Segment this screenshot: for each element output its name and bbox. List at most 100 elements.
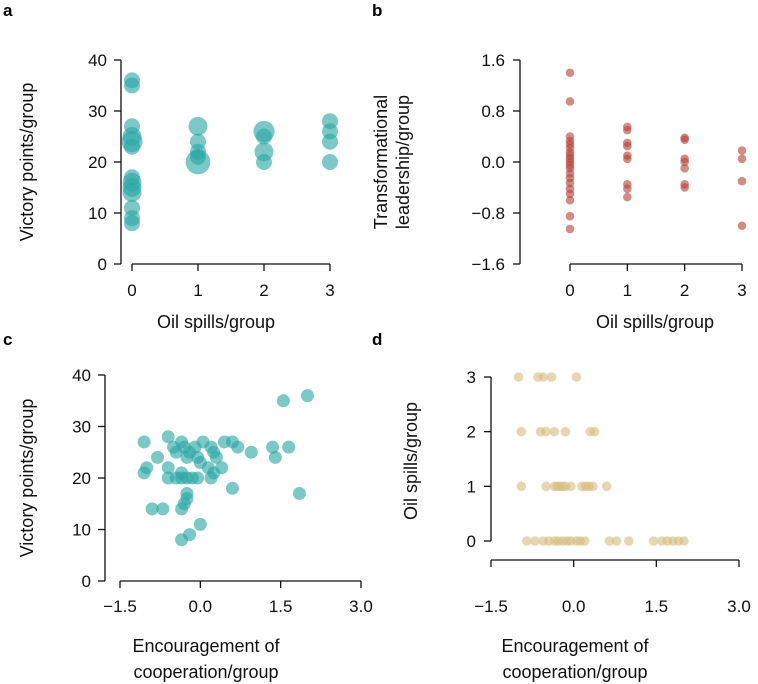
data-point xyxy=(560,426,571,437)
data-point xyxy=(588,481,598,492)
x-tick-label: 2 xyxy=(259,281,268,300)
data-point xyxy=(175,533,189,547)
data-point xyxy=(268,450,282,464)
panel-letter-a: a xyxy=(3,1,13,20)
data-point xyxy=(193,517,207,531)
data-point xyxy=(256,128,272,145)
y-tick-label: 40 xyxy=(88,51,107,70)
y-axis-title: leadership/group xyxy=(393,95,413,229)
data-point xyxy=(191,471,205,485)
data-point xyxy=(623,184,632,194)
data-point xyxy=(565,211,575,221)
data-point xyxy=(541,481,551,492)
data-point xyxy=(122,183,142,203)
data-point xyxy=(538,372,549,382)
y-tick-label: 1 xyxy=(467,477,476,496)
data-point xyxy=(579,536,590,546)
x-tick-label: 3 xyxy=(325,281,334,300)
data-point xyxy=(266,440,280,454)
data-point xyxy=(322,154,338,170)
data-point xyxy=(565,224,575,234)
x-axis-title: Encouragement of xyxy=(132,636,280,656)
data-point xyxy=(516,481,527,492)
data-point xyxy=(204,471,218,485)
data-point xyxy=(565,189,575,199)
data-point xyxy=(322,133,338,150)
data-point xyxy=(156,502,170,516)
x-tick-label: 3.0 xyxy=(727,597,751,616)
y-tick-label: 0 xyxy=(467,532,476,551)
data-point xyxy=(282,440,296,454)
data-point xyxy=(225,481,239,495)
data-point xyxy=(513,372,524,382)
x-tick-label: 0 xyxy=(127,281,136,300)
x-axis-title: Encouragement of xyxy=(501,636,649,656)
y-tick-label: 30 xyxy=(72,418,91,437)
data-point xyxy=(737,146,747,155)
y-axis-title: Oil spills/group xyxy=(401,402,421,520)
y-axis-title: Transformational xyxy=(371,95,391,229)
x-tick-label: 0 xyxy=(565,281,574,300)
data-point xyxy=(180,450,194,464)
data-point xyxy=(169,445,183,459)
data-point xyxy=(549,426,560,437)
data-point xyxy=(565,195,575,205)
y-tick-label: 40 xyxy=(72,366,91,385)
data-point xyxy=(565,97,575,106)
y-axis-title: Victory points/group xyxy=(17,83,37,242)
data-point xyxy=(276,394,290,408)
y-tick-label: 0 xyxy=(82,572,91,591)
x-tick-label: 1 xyxy=(623,281,632,300)
data-point xyxy=(244,445,258,459)
y-tick-label: 3 xyxy=(467,368,476,387)
x-tick-label: 1 xyxy=(193,281,202,300)
x-axis-title: Oil spills/group xyxy=(157,312,275,332)
y-tick-label: 2 xyxy=(467,423,476,442)
data-point xyxy=(680,183,689,192)
data-point xyxy=(516,426,527,437)
x-tick-label: −1.5 xyxy=(103,597,137,616)
data-point xyxy=(161,461,175,475)
y-tick-label: 0.0 xyxy=(481,153,505,172)
data-point xyxy=(680,157,689,167)
y-tick-label: 20 xyxy=(88,153,107,172)
data-point xyxy=(737,176,747,186)
data-point xyxy=(623,125,632,135)
data-point xyxy=(124,215,140,232)
panel-d: d −1.5 0.0 1.5 3.0 0 1 2 3 Encouragement of cooper… xyxy=(372,330,751,682)
x-tick-label: 0.0 xyxy=(189,597,213,616)
data-point xyxy=(292,486,306,500)
data-point xyxy=(161,430,175,444)
y-tick-label: 0 xyxy=(98,255,107,274)
data-point xyxy=(300,389,314,403)
y-axis-title: Victory points/group xyxy=(17,399,37,558)
data-point xyxy=(522,536,532,546)
data-point xyxy=(679,536,689,546)
data-point xyxy=(145,502,159,516)
panel-letter-c: c xyxy=(3,330,12,349)
panel-letter-d: d xyxy=(372,330,382,349)
data-point xyxy=(737,154,747,164)
data-point xyxy=(137,466,151,480)
data-point xyxy=(566,481,576,492)
data-point xyxy=(680,135,689,144)
y-tick-label: 1.6 xyxy=(481,51,505,70)
y-tick-label: 30 xyxy=(88,102,107,121)
x-tick-label: 1.5 xyxy=(269,597,293,616)
data-point xyxy=(623,536,634,546)
data-point xyxy=(623,154,632,164)
y-tick-label: 10 xyxy=(88,204,107,223)
data-point xyxy=(124,77,140,94)
data-point xyxy=(571,372,582,382)
x-tick-label: −1.5 xyxy=(474,597,508,616)
x-axis-title: cooperation/group xyxy=(133,662,278,682)
y-tick-label: 10 xyxy=(72,521,91,540)
panel-c: c −1.5 0.0 1.5 3.0 0 10 20 30 40 Encouragement of c… xyxy=(3,330,373,682)
data-point xyxy=(737,221,747,231)
data-point xyxy=(546,372,557,382)
data-point xyxy=(124,138,140,155)
x-tick-label: 3 xyxy=(737,281,746,300)
y-tick-label: 0.8 xyxy=(481,102,505,121)
